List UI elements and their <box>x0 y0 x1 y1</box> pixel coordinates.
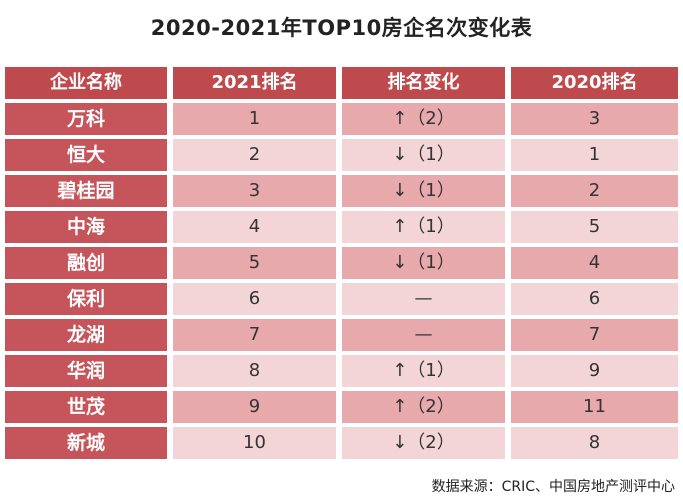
table-row: 保利 6—6 <box>5 283 678 315</box>
rank-2020-cell: 6 <box>511 283 678 315</box>
rank-2020-cell: 2 <box>511 175 678 207</box>
rank-2021-cell: 2 <box>173 139 336 171</box>
table-row: 恒大 2 ↓（1） 1 <box>5 139 678 171</box>
company-cell: 新城 <box>5 427 167 459</box>
rank-2021-cell: 5 <box>173 247 336 279</box>
rank-2020-cell: 1 <box>511 139 678 171</box>
table-row: 新城 10 ↓（2） 8 <box>5 427 678 459</box>
company-cell: 万科 <box>5 103 167 135</box>
company-cell: 恒大 <box>5 139 167 171</box>
rank-2021-cell: 3 <box>173 175 336 207</box>
company-cell: 中海 <box>5 211 167 243</box>
rank-change-cell: ↓（1） <box>342 139 505 171</box>
company-cell: 华润 <box>5 355 167 387</box>
table-title: 2020-2021年TOP10房企名次变化表 <box>150 16 533 40</box>
rank-2020-cell: 5 <box>511 211 678 243</box>
company-cell: 世茂 <box>5 391 167 423</box>
table-row: 龙湖 7—7 <box>5 319 678 351</box>
table-row: 世茂 9 ↑（2） 11 <box>5 391 678 423</box>
table-row: 融创 5 ↓（1） 4 <box>5 247 678 279</box>
rank-change-cell: — <box>342 283 505 315</box>
rank-change-cell: ↑（1） <box>342 211 505 243</box>
company-cell: 碧桂园 <box>5 175 167 207</box>
source-note: 数据来源：CRIC、中国房地产测评中心 <box>431 479 675 495</box>
header-rank-2021: 2021排名 <box>173 67 336 99</box>
rank-2020-cell: 7 <box>511 319 678 351</box>
company-cell: 保利 <box>5 283 167 315</box>
rank-2020-cell: 3 <box>511 103 678 135</box>
rank-2021-cell: 6 <box>173 283 336 315</box>
rank-change-cell: ↑（2） <box>342 391 505 423</box>
table-row: 万科 1 ↑（2） 3 <box>5 103 678 135</box>
rank-2021-cell: 10 <box>173 427 336 459</box>
rank-2020-cell: 8 <box>511 427 678 459</box>
rank-2021-cell: 1 <box>173 103 336 135</box>
header-rank-2020: 2020排名 <box>511 67 678 99</box>
rank-change-cell: ↓（1） <box>342 175 505 207</box>
header-rank-change: 排名变化 <box>342 67 505 99</box>
table-row: 碧桂园 3 ↓（1） 2 <box>5 175 678 207</box>
ranking-table: 企业名称 2021排名 排名变化 2020排名 万科 1 ↑（2） 3 恒大 2 ↓（1） 1… <box>5 67 678 463</box>
rank-2021-cell: 4 <box>173 211 336 243</box>
company-cell: 融创 <box>5 247 167 279</box>
rank-change-cell: ↑（1） <box>342 355 505 387</box>
table-body: 万科 1 ↑（2） 3 恒大 2 ↓（1） 1 碧桂园 3 ↓（1） 2 中海 4 ↑（1） 5 融创 5 ↓（1）… <box>5 103 678 459</box>
rank-2021-cell: 8 <box>173 355 336 387</box>
company-cell: 龙湖 <box>5 319 167 351</box>
header-company: 企业名称 <box>5 67 167 99</box>
table-row: 中海 4 ↑（1） 5 <box>5 211 678 243</box>
rank-2020-cell: 4 <box>511 247 678 279</box>
table-header-row: 企业名称 2021排名 排名变化 2020排名 <box>5 67 678 99</box>
rank-change-cell: ↓（2） <box>342 427 505 459</box>
rank-change-cell: ↑（2） <box>342 103 505 135</box>
table-row: 华润 8 ↑（1） 9 <box>5 355 678 387</box>
rank-change-cell: ↓（1） <box>342 247 505 279</box>
rank-change-cell: — <box>342 319 505 351</box>
rank-2021-cell: 7 <box>173 319 336 351</box>
rank-2020-cell: 11 <box>511 391 678 423</box>
rank-2021-cell: 9 <box>173 391 336 423</box>
rank-2020-cell: 9 <box>511 355 678 387</box>
